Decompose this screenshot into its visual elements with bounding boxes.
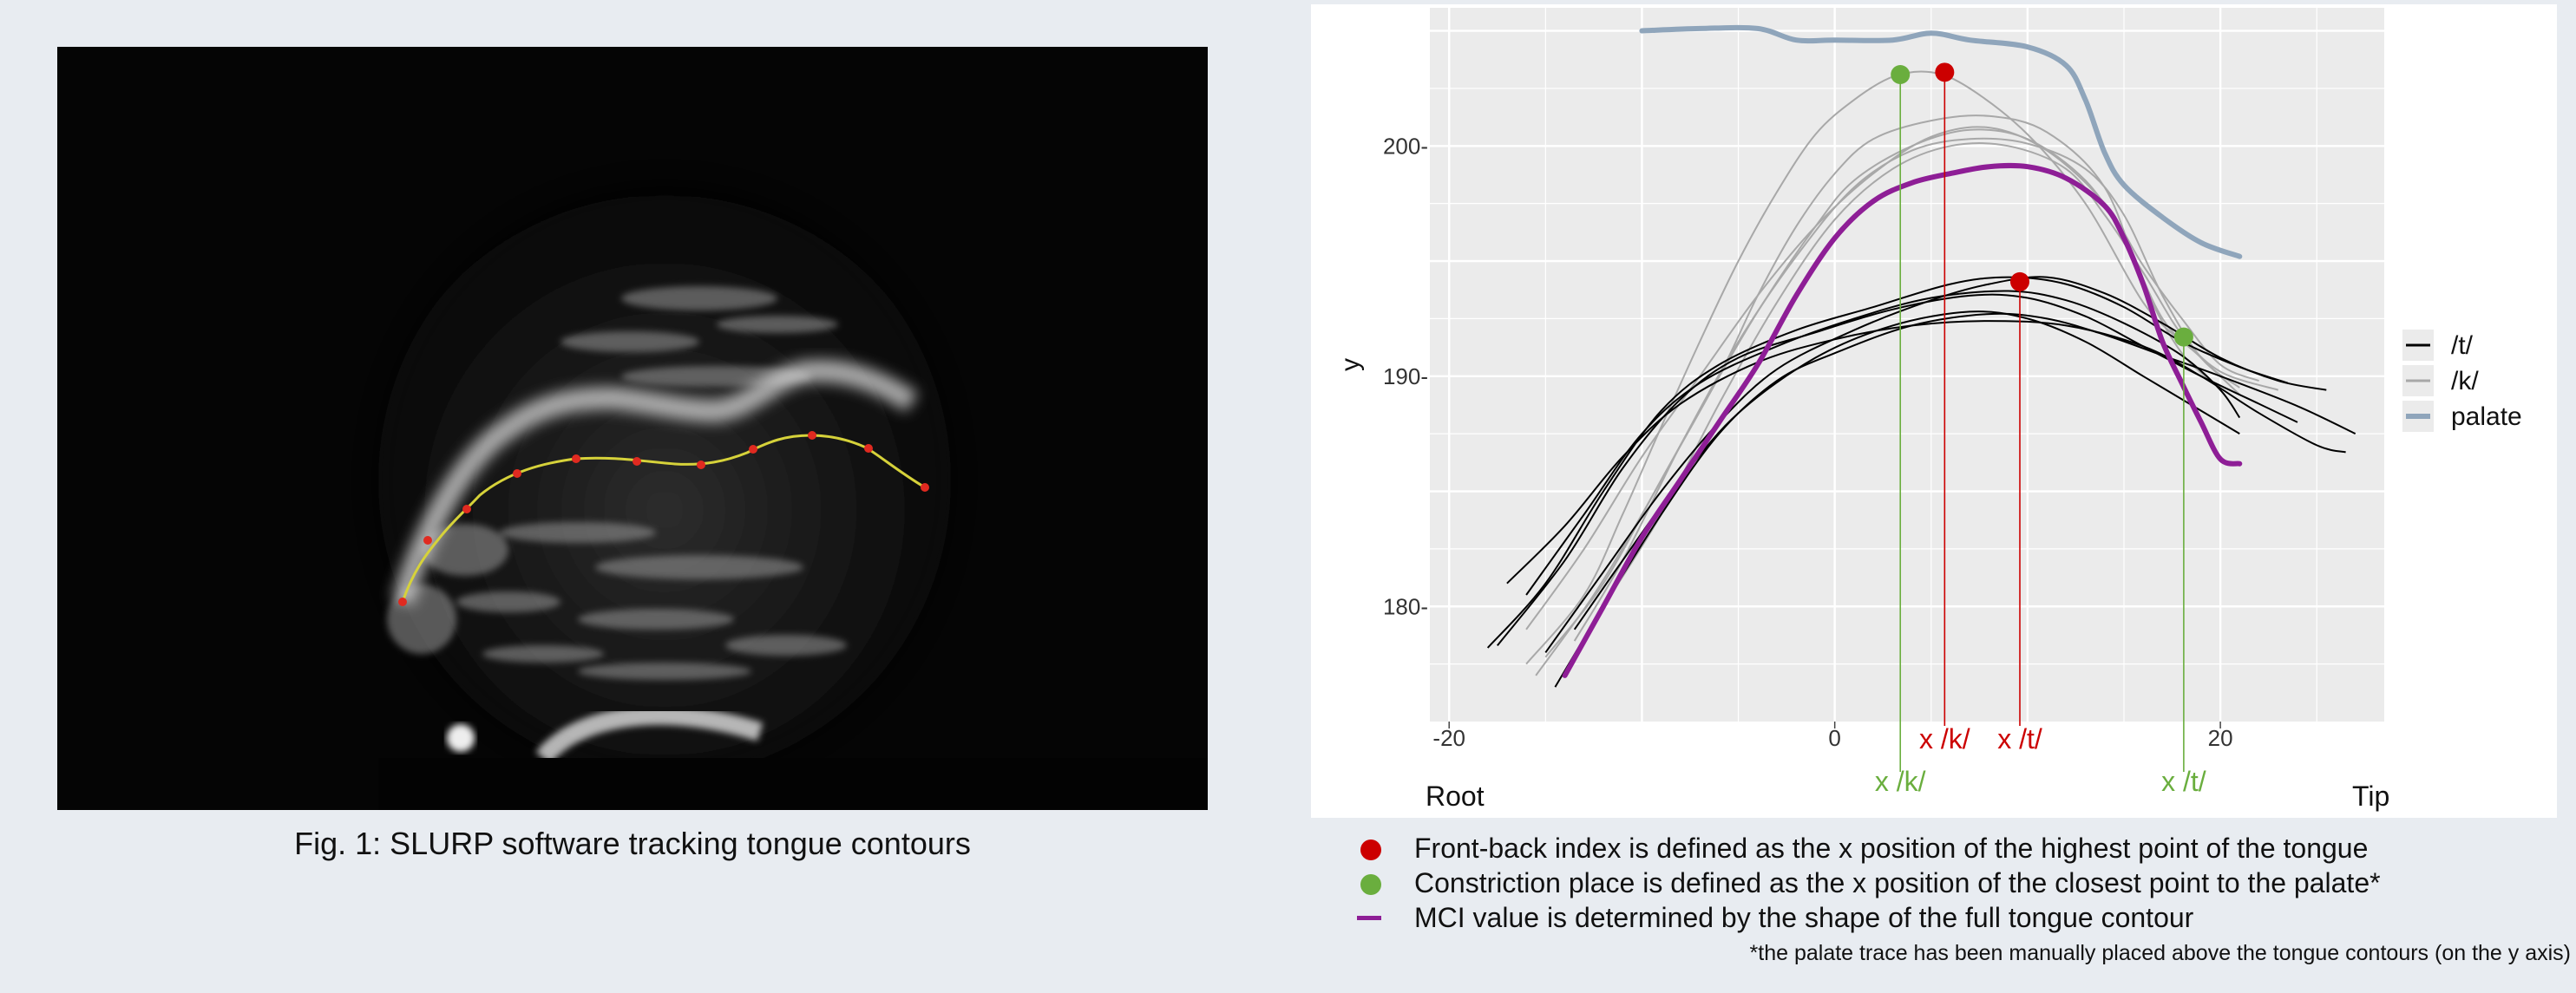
y-tick-label: 200- [1383, 133, 1428, 159]
y-tick-label: 180- [1383, 593, 1428, 619]
constriction-marker [1891, 64, 1911, 84]
tracked-point [921, 483, 929, 492]
red-dot-icon [1360, 839, 1381, 860]
k-contour-line [1603, 142, 2279, 607]
x-tick-label: 0 [1828, 725, 1840, 751]
x-axis-left-label: Root [1426, 781, 1485, 812]
note-text: MCI value is determined by the shape of … [1414, 902, 2194, 933]
front_back-marker [2010, 271, 2029, 291]
green-dot-icon [1360, 874, 1381, 895]
mci-contour-line [1562, 162, 2243, 678]
tracked-point [749, 445, 757, 454]
note-front-back: Front-back index is defined as the x pos… [1354, 831, 2568, 866]
note-text: Constriction place is defined as the x p… [1414, 867, 2381, 898]
t-contour-line [1544, 276, 2327, 653]
x-tick-label: 20 [2208, 725, 2233, 751]
palate-line [1639, 24, 2243, 259]
y-tick-label: 190- [1383, 363, 1428, 389]
tracked-point [808, 431, 816, 440]
tracked-point [462, 505, 471, 513]
note-text: Front-back index is defined as the x pos… [1414, 833, 2369, 864]
x-axis-right-label: Tip [2352, 781, 2389, 812]
ultrasound-image [57, 47, 1208, 810]
tracked-points [398, 431, 929, 606]
tracked-point [572, 454, 580, 463]
purple-dash-icon [1357, 916, 1381, 920]
ultrasound-frame [57, 47, 1208, 810]
front_back-label: x /k/ [1919, 723, 1970, 755]
note-mci: MCI value is determined by the shape of … [1354, 900, 2568, 935]
t-contour-line [1554, 312, 2356, 688]
legend-label: /k/ [2451, 367, 2479, 395]
tracked-point [398, 598, 407, 606]
x-tick-label: -20 [1432, 725, 1465, 751]
notes-list: Front-back index is defined as the x pos… [1354, 831, 2568, 935]
k-contour-line [1525, 126, 2259, 630]
tongue-contour-chart: x /k/x /t/x /k/x /t/ -20 0 20 180- 190- 200- y… [1336, 8, 2522, 812]
constriction-label: x /t/ [2161, 766, 2206, 797]
tracked-point [697, 461, 705, 469]
tracked-point [423, 536, 432, 545]
legend-label: palate [2451, 402, 2522, 431]
front_back-label: x /t/ [1997, 723, 2042, 755]
note-constriction: Constriction place is defined as the x p… [1354, 866, 2568, 900]
constriction-marker [2173, 327, 2193, 347]
tracked-point [513, 469, 521, 478]
figure-caption: Fig. 1: SLURP software tracking tongue c… [294, 826, 971, 861]
tracked-point [633, 457, 641, 466]
chart-panel: x /k/x /t/x /k/x /t/ -20 0 20 180- 190- 200- y… [1311, 4, 2557, 818]
legend-label: /t/ [2451, 331, 2474, 360]
t-contour-line [1497, 293, 2298, 647]
k-contour-line [1573, 137, 2240, 642]
footnote: *the palate trace has been manually plac… [1749, 941, 2571, 965]
tracked-contour [401, 434, 926, 603]
tracked-point [864, 444, 873, 453]
front_back-marker [1935, 62, 1955, 82]
y-axis-title: y [1336, 358, 1365, 371]
constriction-label: x /k/ [1875, 766, 1926, 797]
t-contour-line [1506, 320, 2346, 585]
